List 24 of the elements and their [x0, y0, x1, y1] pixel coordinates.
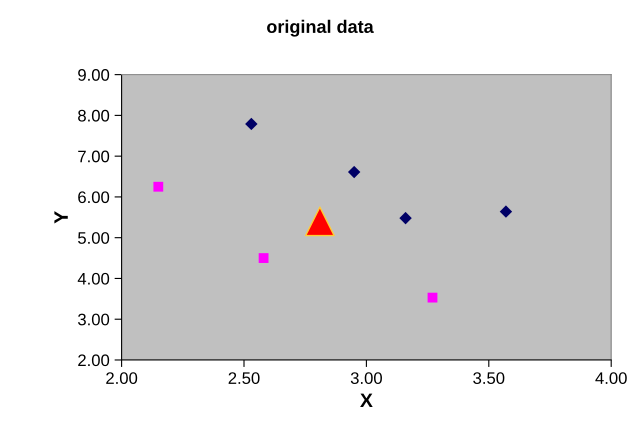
chart-title: original data: [267, 20, 374, 37]
y-tick-label: 9.00: [78, 69, 110, 81]
x-tick-label: 3.50: [473, 372, 504, 384]
point: [348, 166, 360, 178]
x-tick-label: 4.00: [595, 372, 627, 384]
y-tick-label: 4.00: [78, 272, 110, 285]
x-tick-label: 2.00: [106, 372, 138, 384]
y-tick-label: 2.00: [78, 354, 110, 366]
point: [428, 292, 438, 303]
y-tick-label: 6.00: [78, 191, 110, 204]
y-tick-label: 8.00: [78, 110, 110, 122]
point: [399, 212, 412, 224]
x-tick-label: 2.50: [228, 372, 260, 384]
y-tick-label: 3.00: [78, 314, 110, 326]
point: [153, 182, 164, 192]
point: [258, 253, 268, 263]
point: [500, 205, 512, 218]
y-tick-label: 5.00: [78, 232, 110, 244]
y-tick-label: 7.00: [78, 150, 110, 162]
y-axis-title: Y: [54, 211, 68, 224]
point: [245, 118, 258, 130]
x-tick-label: 3.00: [350, 372, 382, 384]
x-axis-title: X: [360, 394, 373, 407]
point: [304, 206, 335, 236]
